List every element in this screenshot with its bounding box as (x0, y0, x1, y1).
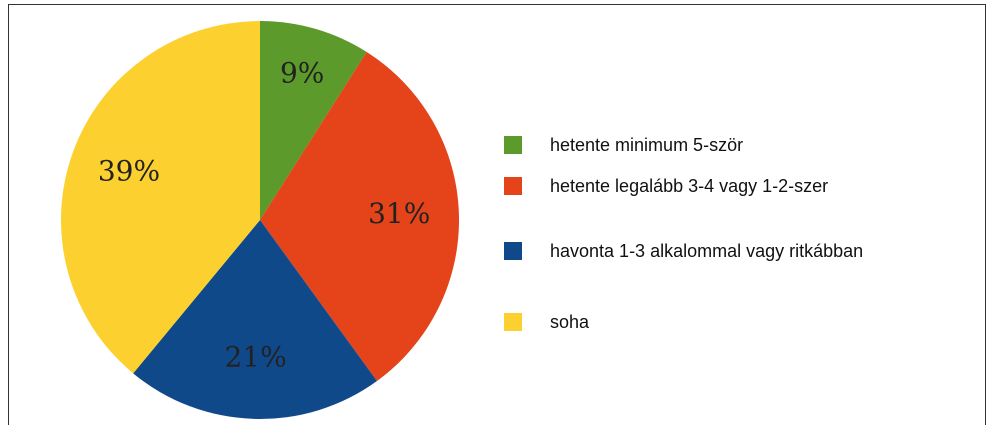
legend-swatch (504, 242, 522, 260)
legend-label: hetente minimum 5-ször (550, 135, 743, 155)
pie-slice (60, 21, 261, 374)
legend-swatch (504, 136, 522, 154)
pie-slice (133, 220, 377, 420)
legend-label: hetente legalább 3-4 vagy 1-2-szer (550, 176, 828, 196)
pie-slice (260, 21, 367, 220)
legend-label: havonta 1-3 alkalommal vagy ritkábban (550, 241, 863, 261)
slice-label: 39% (98, 154, 160, 187)
legend-label: soha (550, 312, 590, 332)
legend-swatch (504, 177, 522, 195)
slice-label: 9% (280, 56, 324, 89)
slice-label: 21% (225, 341, 287, 374)
pie-slice (260, 51, 459, 381)
frame (8, 4, 986, 425)
legend-swatch (504, 313, 522, 331)
slice-label: 31% (368, 197, 430, 230)
